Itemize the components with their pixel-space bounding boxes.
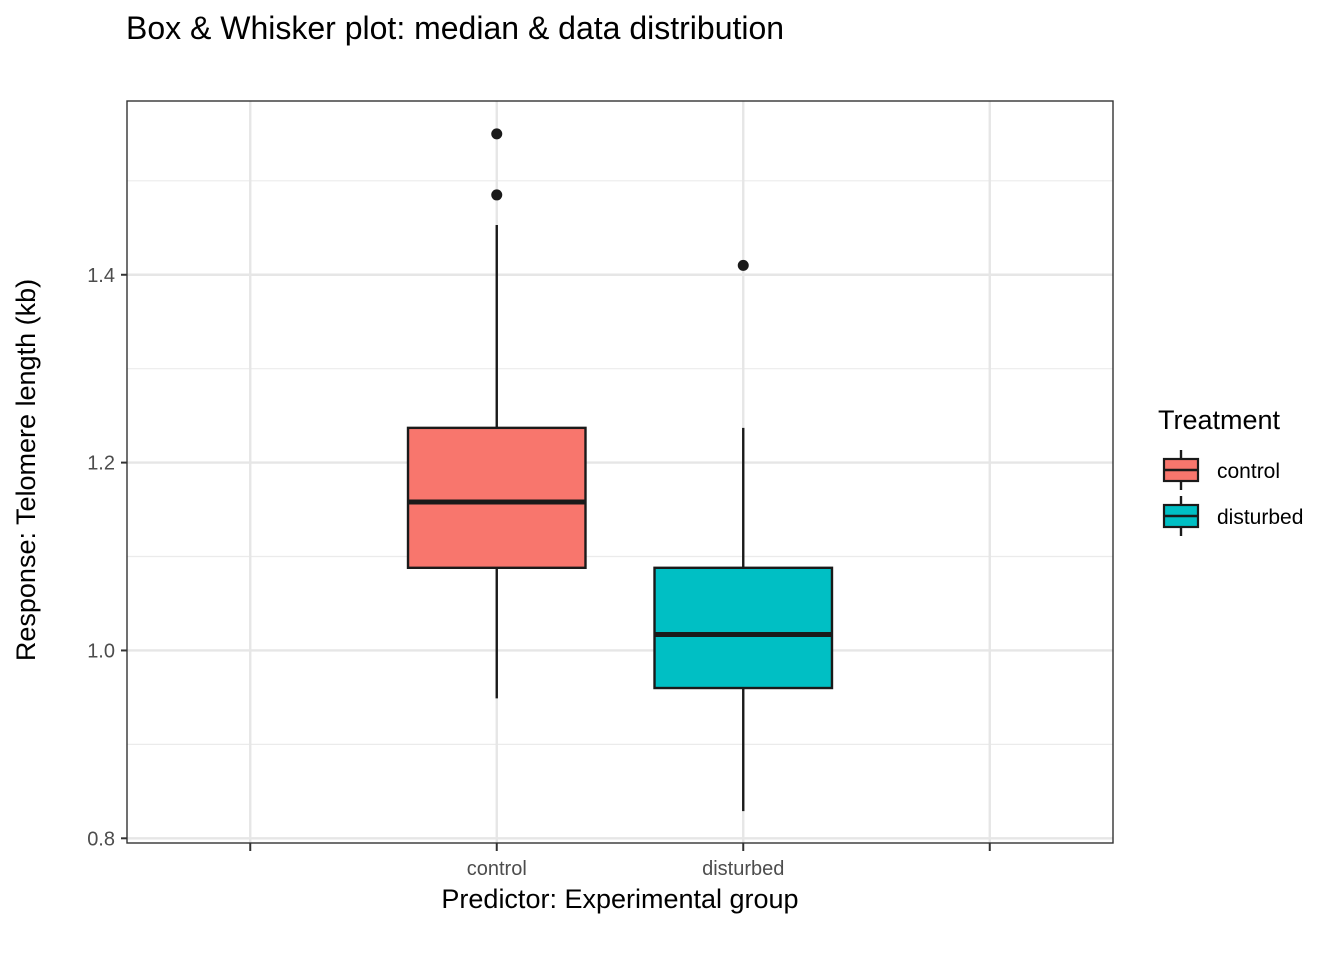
gridlines [127, 101, 1113, 843]
legend: Treatment control disturbed [1158, 405, 1303, 536]
y-tick-label: 1.4 [87, 265, 115, 287]
legend-key-control [1162, 450, 1200, 490]
iqr-box [406, 426, 587, 570]
chart-title: Box & Whisker plot: median & data distri… [126, 10, 784, 46]
outlier-point [737, 259, 749, 271]
box-control [406, 128, 587, 699]
y-axis: 0.8 1.0 1.2 1.4 [87, 265, 127, 850]
panel-background [127, 101, 1113, 843]
y-axis-title: Response: Telomere length (kb) [11, 279, 41, 661]
plot-panel [127, 101, 1113, 843]
box-disturbed [653, 259, 834, 812]
legend-label: control [1217, 460, 1280, 483]
legend-key-disturbed [1162, 496, 1200, 536]
legend-title: Treatment [1158, 405, 1281, 435]
x-axis: control disturbed [249, 843, 991, 880]
x-axis-title: Predictor: Experimental group [441, 884, 798, 914]
x-tick-label: control [467, 858, 527, 880]
y-tick-label: 0.8 [87, 828, 115, 850]
outlier-point [491, 128, 503, 140]
box-series [406, 128, 834, 812]
legend-label: disturbed [1217, 506, 1303, 529]
iqr-box [653, 566, 834, 690]
outlier-point [491, 189, 503, 201]
y-tick-label: 1.0 [87, 640, 115, 662]
y-tick-label: 1.2 [87, 453, 115, 475]
x-tick-label: disturbed [702, 858, 784, 880]
panel-border [126, 100, 1114, 844]
